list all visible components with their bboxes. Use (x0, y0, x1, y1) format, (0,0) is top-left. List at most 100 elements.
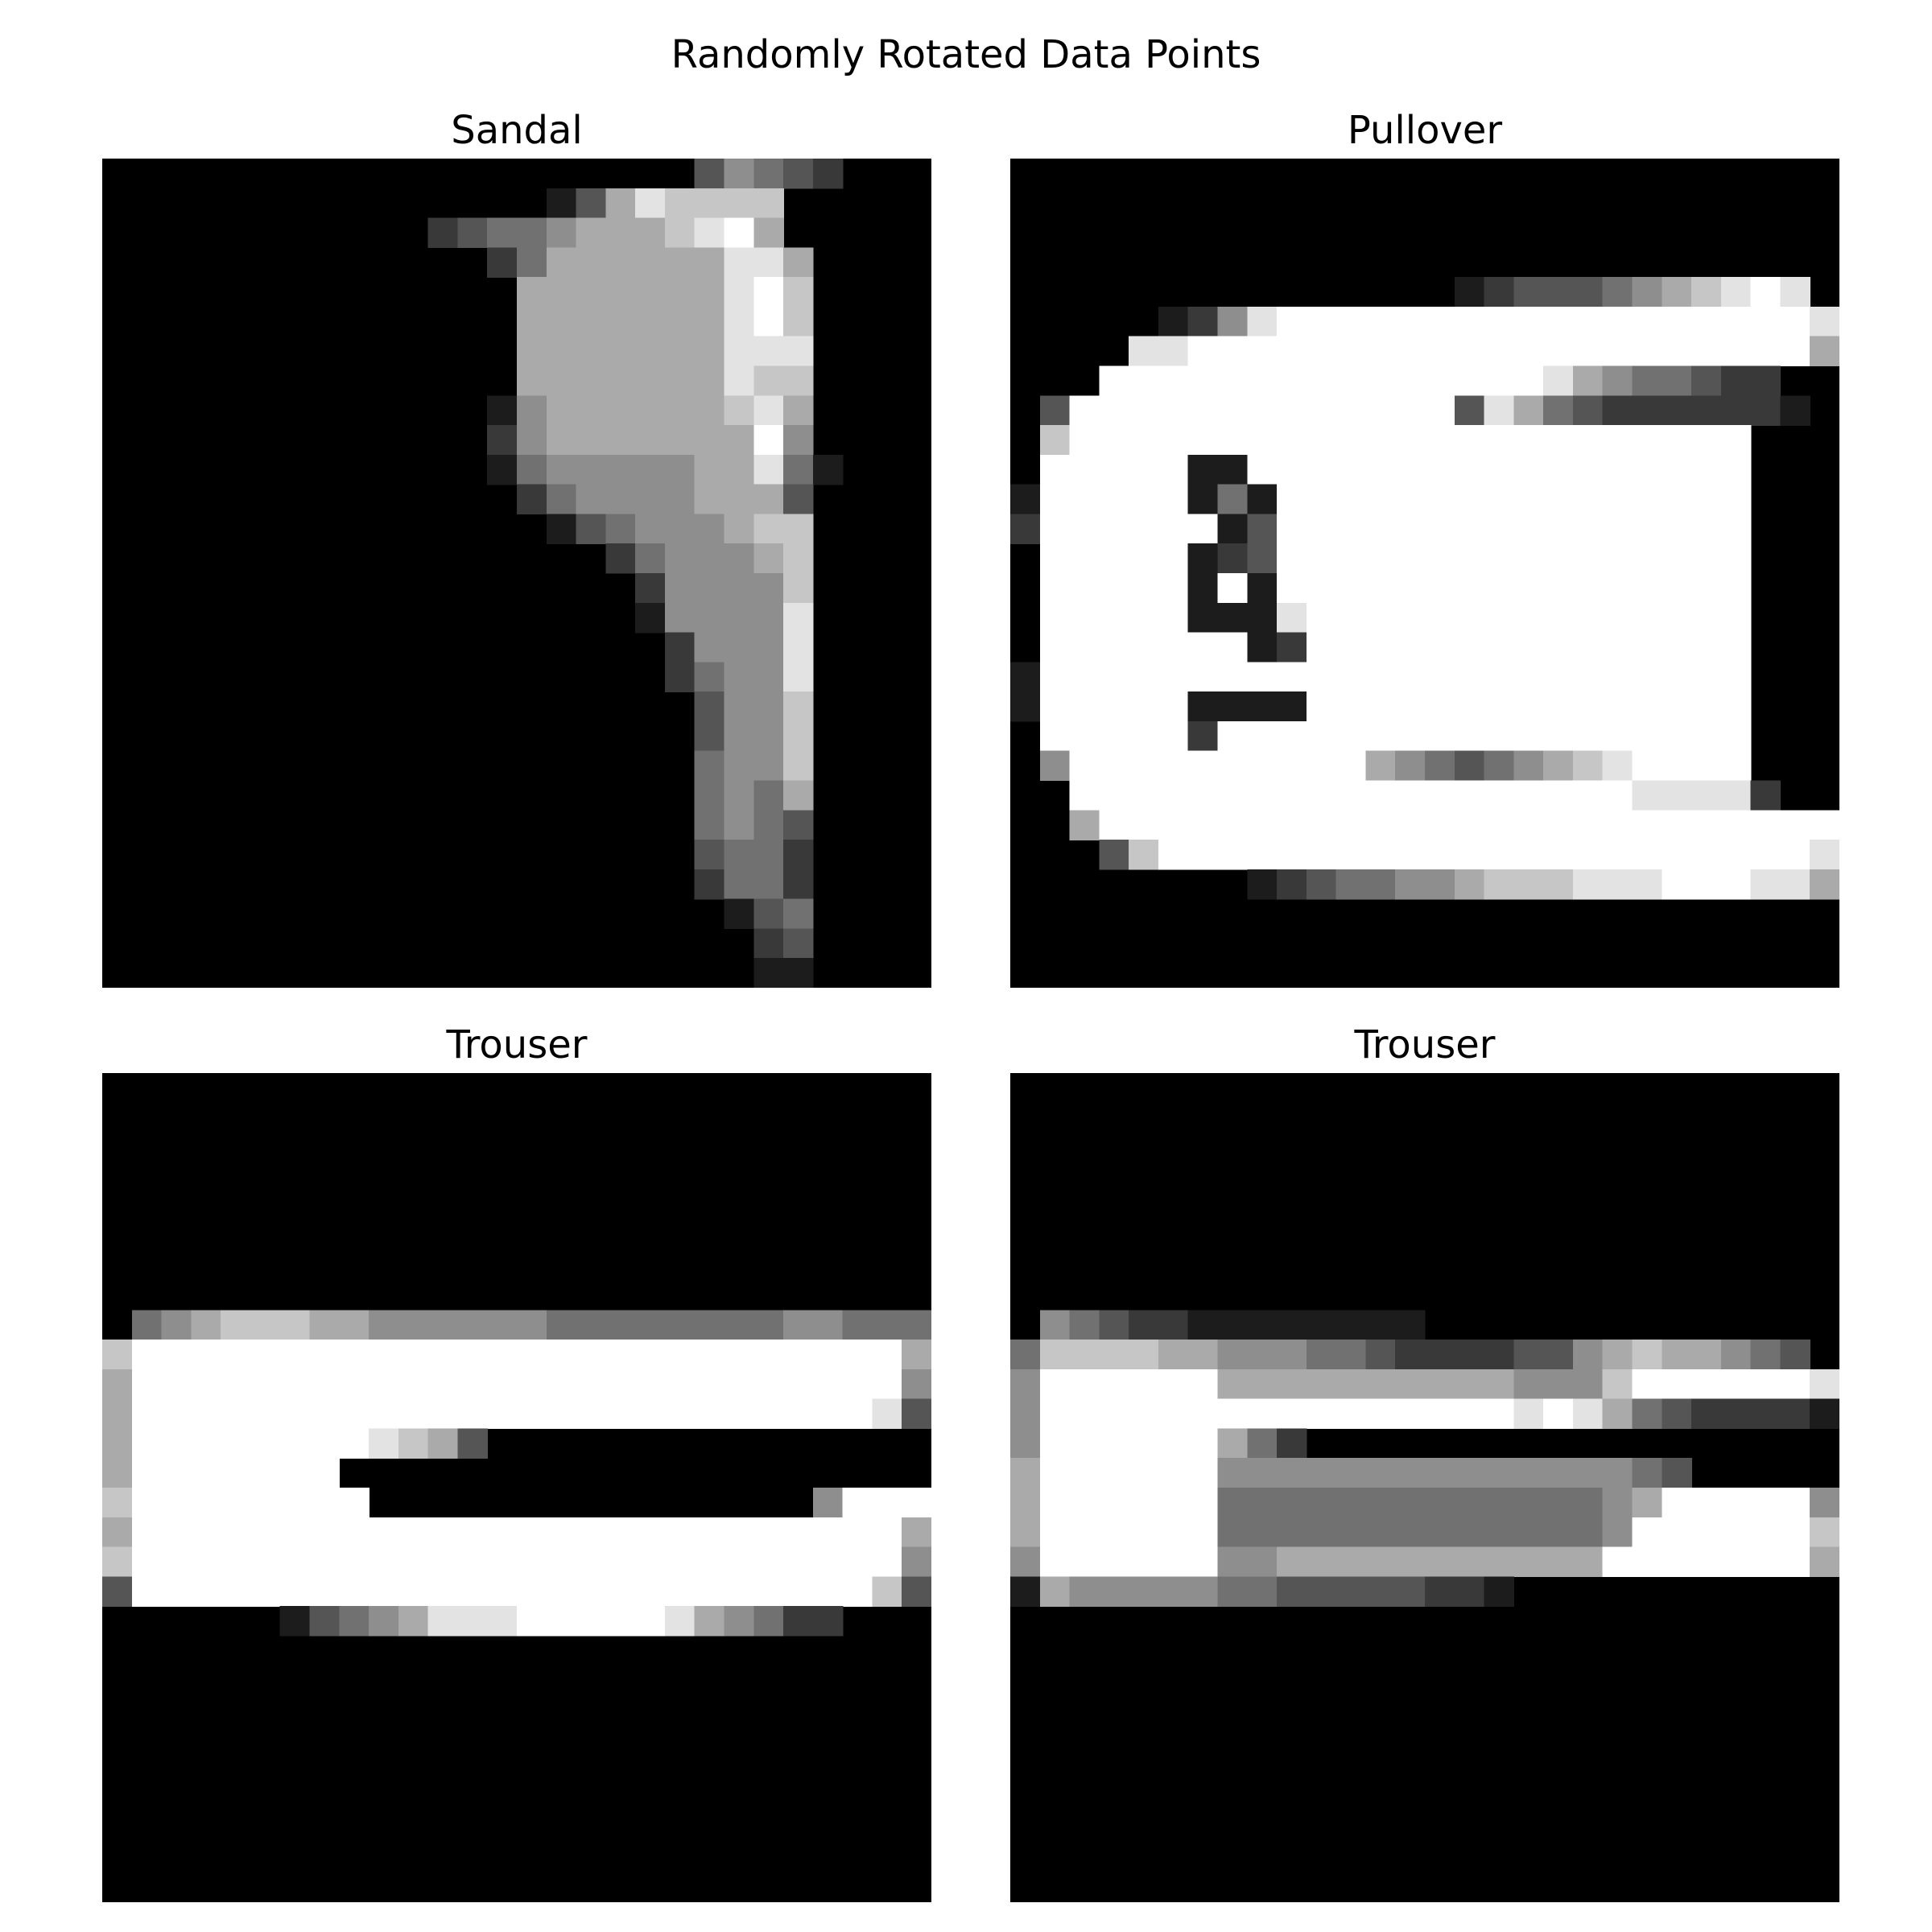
pixel (398, 1398, 429, 1430)
pixel (1662, 1368, 1692, 1400)
pixel (1454, 1488, 1485, 1518)
pixel (1099, 780, 1129, 811)
pixel (487, 247, 518, 278)
pixel (664, 1398, 696, 1430)
pixel (694, 720, 725, 752)
pixel (1039, 543, 1071, 574)
pixel (1277, 573, 1307, 604)
pixel (576, 1576, 607, 1607)
pixel (1395, 602, 1426, 634)
pixel (1662, 840, 1692, 870)
pixel (664, 454, 696, 485)
pixel (1632, 1458, 1663, 1488)
pixel (457, 1606, 488, 1637)
pixel (1662, 810, 1692, 840)
pixel (694, 1368, 725, 1400)
pixel (1306, 691, 1337, 722)
pixel (517, 1340, 547, 1370)
pixel (1158, 810, 1189, 840)
pixel (1395, 1398, 1426, 1430)
pixel (1691, 395, 1722, 426)
pixel (1454, 277, 1485, 308)
pixel (1129, 365, 1159, 397)
pixel (517, 1517, 547, 1548)
pixel (1780, 277, 1810, 308)
pixel (546, 306, 577, 337)
pixel (1306, 750, 1337, 782)
pixel (1306, 306, 1337, 337)
pixel (309, 1398, 341, 1430)
pixel (1099, 810, 1129, 840)
pixel (1365, 1310, 1396, 1340)
pixel (812, 1546, 844, 1578)
pixel (427, 1546, 459, 1578)
pixel (1335, 1488, 1367, 1518)
pixel (1632, 514, 1663, 544)
pixel (1306, 1546, 1337, 1578)
pixel (635, 1576, 666, 1607)
pixel (635, 336, 666, 367)
pixel (102, 1398, 133, 1430)
pixel (842, 1398, 873, 1430)
pixel (872, 1398, 902, 1430)
pixel (1484, 425, 1515, 456)
pixel (102, 1428, 133, 1459)
pixel (1277, 840, 1307, 870)
pixel (753, 365, 784, 397)
pixel (1395, 632, 1426, 663)
pixel (1099, 1517, 1129, 1548)
pixel (1662, 277, 1692, 308)
pixel (1069, 1517, 1100, 1548)
pixel (1632, 750, 1663, 782)
pixel (1217, 573, 1249, 604)
pixel (1129, 1517, 1159, 1548)
pixel (1039, 691, 1071, 722)
pixel (1810, 869, 1839, 900)
pixel (1247, 869, 1278, 900)
pixel (1129, 1340, 1159, 1370)
pixel (664, 395, 696, 426)
pixel (1395, 306, 1426, 337)
pixel (1454, 1340, 1485, 1370)
pixel (694, 306, 725, 337)
pixel (576, 365, 607, 397)
pixel (753, 632, 784, 663)
pixel (309, 1428, 341, 1459)
pixel (1306, 1368, 1337, 1400)
pixel (842, 1310, 873, 1340)
pixel (1306, 1340, 1337, 1370)
pixel (517, 217, 547, 249)
pixel (1217, 543, 1249, 574)
pixel (576, 1517, 607, 1548)
pixel (1306, 395, 1337, 426)
pixel (1602, 1340, 1633, 1370)
pixel (1662, 1488, 1692, 1518)
pixel (605, 365, 636, 397)
pixel (1306, 365, 1337, 397)
pixel (1602, 780, 1633, 811)
pixel (605, 1606, 636, 1637)
pixel (1691, 780, 1722, 811)
pixel (1602, 602, 1633, 634)
pixel (517, 484, 547, 515)
pixel (1129, 1428, 1159, 1459)
pixel (1395, 1458, 1426, 1488)
pixel (635, 425, 666, 456)
pixel (309, 1488, 341, 1518)
image-pullover (1010, 159, 1839, 988)
pixel (635, 602, 666, 634)
pixel (1484, 514, 1515, 544)
pixel (1425, 484, 1455, 515)
pixel (1187, 810, 1219, 840)
pixel (1572, 1398, 1604, 1430)
pixel (902, 1576, 931, 1607)
pixel (369, 1606, 399, 1637)
pixel (1306, 840, 1337, 870)
pixel (457, 217, 488, 249)
pixel (1306, 454, 1337, 485)
pixel (1187, 1368, 1219, 1400)
pixel (1129, 1488, 1159, 1518)
pixel (1454, 543, 1485, 574)
pixel (576, 1310, 607, 1340)
pixel (783, 277, 814, 308)
